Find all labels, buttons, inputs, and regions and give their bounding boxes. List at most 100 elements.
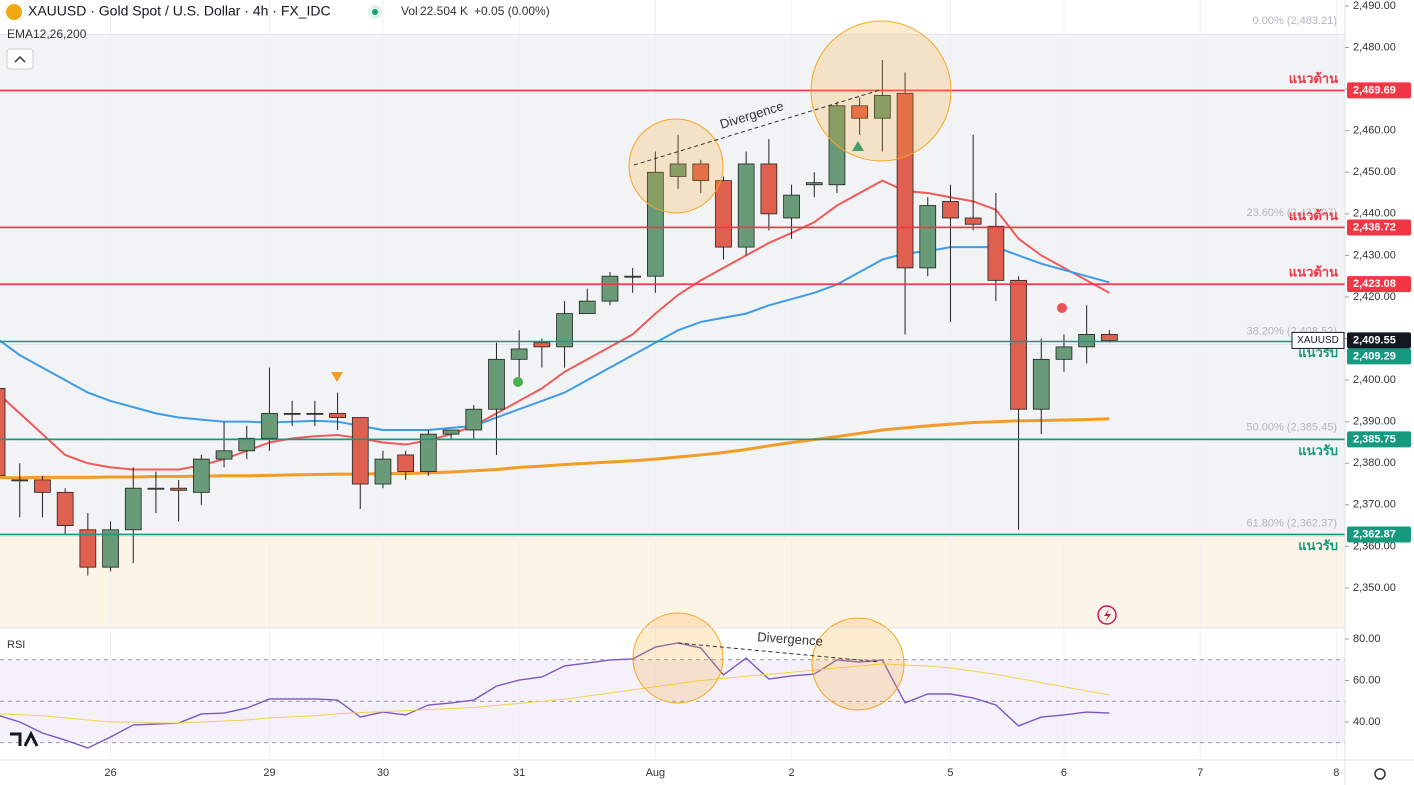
candle-body (805, 182, 823, 186)
annotation: Divergence (757, 629, 824, 649)
collapse-icon (14, 55, 26, 63)
candle-body (510, 348, 528, 360)
y-tick-label: 2,350.00 (1353, 582, 1396, 594)
price-tag (1347, 219, 1411, 236)
x-tick-label: 2 (789, 767, 795, 779)
signal-marker (1057, 303, 1067, 313)
y-tick-label: 2,380.00 (1353, 457, 1396, 469)
candle-body (578, 300, 596, 315)
y-tick-label: 2,430.00 (1353, 249, 1396, 261)
candle-body (964, 217, 982, 225)
indicator-label[interactable]: EMA12,26,200 (7, 27, 87, 41)
symbol-tag-label: XAUUSD (1297, 335, 1339, 346)
market-status (372, 9, 378, 15)
y-tick-label: 40.00 (1353, 716, 1381, 728)
fib-label: 0.00% (2,483.21) (1253, 15, 1337, 27)
candle-body (329, 412, 346, 418)
collapse-button[interactable] (6, 48, 34, 70)
y-tick-label: 2,450.00 (1353, 166, 1396, 178)
fib-label: 61.80% (2,362.37) (1246, 517, 1337, 529)
candle-body (56, 491, 74, 527)
price-tag-label: 2,436.72 (1353, 221, 1396, 233)
price-tag (1347, 431, 1411, 448)
candle-body (783, 194, 800, 219)
candle-body (647, 171, 664, 277)
x-tick-label: 31 (513, 767, 525, 779)
divergence-line (677, 642, 881, 663)
candle-body (397, 454, 415, 472)
settings-icon[interactable] (1374, 768, 1386, 780)
candle-body (851, 105, 869, 119)
candle-body (374, 458, 392, 485)
candle-body (261, 412, 278, 439)
price-tag (1347, 276, 1411, 293)
candle-body (874, 94, 891, 119)
x-tick-label: 8 (1333, 767, 1339, 779)
highlight-circle (810, 20, 952, 162)
candle-body (0, 388, 6, 477)
candle-body (102, 529, 119, 568)
fib-label: 50.00% (2,385.45) (1246, 422, 1337, 434)
y-tick-label: 2,360.00 (1353, 540, 1396, 552)
volume-label: Vol (401, 4, 418, 18)
symbol-tag (1291, 331, 1345, 349)
price-tag (1347, 82, 1411, 99)
candle-body (692, 163, 710, 181)
volume-value: 22.504 K (420, 4, 468, 18)
price-tag (1347, 526, 1411, 543)
candle-body (238, 437, 256, 452)
candle-body (306, 412, 324, 415)
price-tag-label: 2,469.69 (1353, 84, 1396, 96)
x-tick-label: 30 (377, 767, 389, 779)
price-tag-label: 2,362.87 (1353, 528, 1396, 540)
alert-icon[interactable] (1097, 605, 1117, 625)
candle-body (533, 342, 551, 348)
level-label: แนวต้าน (1289, 265, 1338, 280)
highlight-circle (628, 118, 724, 214)
candle-body (896, 92, 914, 269)
y-tick-label: 2,440.00 (1353, 208, 1396, 220)
candle-body (556, 313, 573, 348)
price-tag (1347, 348, 1411, 365)
candle-body (919, 205, 937, 269)
level-label: แนวรับ (1298, 443, 1338, 458)
signal-marker (852, 141, 864, 151)
y-tick-label: 2,420.00 (1353, 291, 1396, 303)
x-tick-label: 6 (1061, 767, 1067, 779)
ema-line (0, 417, 1110, 480)
candle-body (1032, 358, 1050, 410)
price-tag (1347, 332, 1411, 349)
y-tick-label: 2,390.00 (1353, 416, 1396, 428)
candle-body (601, 275, 619, 302)
candle-body (1055, 346, 1073, 360)
signal-marker (331, 372, 343, 382)
level-label: แนวต้าน (1289, 208, 1338, 223)
candle-body (193, 458, 210, 493)
symbol-title[interactable]: XAUUSD · Gold Spot / U.S. Dollar · 4h · … (28, 3, 331, 19)
signal-marker (513, 377, 523, 387)
candle-body (669, 163, 687, 177)
panel-title: RSI (7, 639, 25, 651)
candle-body (79, 529, 97, 568)
price-tag-label: 2,385.75 (1353, 433, 1396, 445)
price-tag-label: 2,409.55 (1353, 334, 1396, 346)
fib-zone (0, 536, 1345, 628)
candle-body (420, 433, 437, 472)
candle-body (11, 479, 29, 482)
logo (10, 730, 39, 747)
x-tick-label: 29 (263, 767, 275, 779)
x-tick-label: 5 (947, 767, 953, 779)
candle-body (942, 200, 959, 219)
candle-body (442, 429, 460, 435)
candle-body (737, 163, 755, 248)
candle-body (715, 180, 732, 248)
y-tick-label: 80.00 (1353, 633, 1381, 645)
ema-line (0, 179, 1110, 471)
candle-body (987, 225, 1005, 281)
x-tick-label: 7 (1197, 767, 1203, 779)
level-label: แนวรับ (1298, 538, 1338, 553)
candle-body (283, 412, 301, 415)
candle-body (465, 408, 483, 431)
